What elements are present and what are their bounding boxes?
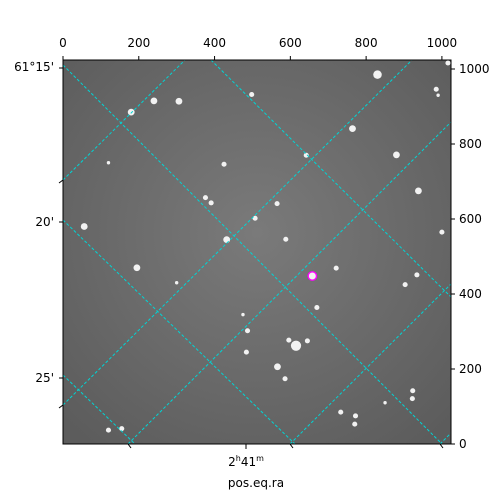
star-4 bbox=[249, 91, 255, 98]
dec-tick-label-1: 61°15' bbox=[14, 60, 54, 74]
star-10 bbox=[80, 223, 88, 230]
star-17 bbox=[202, 195, 209, 201]
star-3 bbox=[175, 97, 183, 105]
world-tick-4 bbox=[58, 404, 64, 409]
star-41 bbox=[383, 401, 387, 405]
grid-line-1 bbox=[63, 60, 413, 406]
marker-layer bbox=[307, 271, 318, 281]
star-43 bbox=[106, 161, 111, 165]
dec-tick-label-3: 25' bbox=[35, 371, 54, 385]
star-21 bbox=[402, 282, 408, 288]
right-tick-label-3: 600 bbox=[459, 212, 482, 226]
star-8 bbox=[303, 152, 309, 158]
star-1 bbox=[127, 108, 135, 116]
star-30 bbox=[338, 409, 344, 415]
right-tick-label-1: 200 bbox=[459, 362, 482, 376]
sky-image-background bbox=[63, 60, 451, 444]
star-22 bbox=[314, 304, 320, 311]
world-tick-3 bbox=[58, 179, 64, 184]
right-tick-label-5: 1000 bbox=[459, 62, 490, 76]
dec-tick-label-2: 20' bbox=[35, 215, 54, 229]
right-tick-label-4: 800 bbox=[459, 137, 482, 151]
star-7 bbox=[415, 187, 422, 195]
right-tick-label-0: 0 bbox=[459, 437, 467, 451]
star-37 bbox=[439, 229, 445, 235]
top-tick-label-5: 1000 bbox=[427, 36, 458, 50]
star-40 bbox=[436, 93, 440, 97]
star-29 bbox=[282, 376, 288, 382]
star-9 bbox=[221, 161, 227, 167]
coordinate-grid bbox=[63, 60, 451, 444]
star-28 bbox=[274, 363, 281, 371]
grid-line-4 bbox=[439, 432, 451, 444]
top-tick-label-4: 800 bbox=[355, 36, 378, 50]
star-32 bbox=[352, 421, 358, 427]
right-tick-label-2: 400 bbox=[459, 287, 482, 301]
star-2 bbox=[150, 97, 158, 105]
star-20 bbox=[414, 272, 420, 278]
star-25 bbox=[290, 340, 302, 351]
star-24 bbox=[286, 337, 292, 343]
star-23 bbox=[304, 338, 310, 344]
star-44 bbox=[174, 281, 179, 285]
target-marker bbox=[307, 271, 318, 281]
star-36 bbox=[105, 427, 112, 433]
star-0 bbox=[373, 70, 382, 79]
grid-line-0 bbox=[63, 60, 186, 181]
grid-line-6 bbox=[210, 60, 451, 298]
star-33 bbox=[410, 388, 416, 394]
star-6 bbox=[393, 151, 400, 159]
world-tick-8 bbox=[439, 443, 444, 449]
grid-line-5 bbox=[63, 64, 443, 444]
x-axis-label: pos.eq.ra bbox=[228, 476, 284, 490]
top-tick-label-0: 0 bbox=[59, 36, 67, 50]
star-13 bbox=[333, 265, 339, 271]
star-39 bbox=[433, 86, 439, 92]
star-42 bbox=[241, 312, 245, 317]
world-tick-6 bbox=[127, 443, 132, 449]
star-31 bbox=[352, 413, 359, 419]
star-38 bbox=[445, 60, 451, 66]
star-12 bbox=[133, 264, 141, 272]
star-field bbox=[80, 60, 451, 433]
star-19 bbox=[274, 201, 280, 207]
grid-line-7 bbox=[63, 219, 296, 444]
grid-line-2 bbox=[127, 121, 451, 444]
star-15 bbox=[283, 236, 289, 242]
top-tick-label-3: 600 bbox=[279, 36, 302, 50]
world-tick-7 bbox=[289, 443, 294, 449]
star-27 bbox=[243, 349, 249, 355]
grid-line-3 bbox=[289, 283, 451, 444]
top-tick-label-2: 400 bbox=[203, 36, 226, 50]
top-tick-label-1: 200 bbox=[127, 36, 150, 50]
star-34 bbox=[409, 396, 415, 402]
ra-tick-label: 2h41m bbox=[228, 454, 264, 469]
axis-ticks: 0 200 400 600 800 1000 0 200 400 600 800 1000 bbox=[58, 36, 490, 451]
grid-line-8 bbox=[63, 374, 136, 444]
star-5 bbox=[349, 125, 356, 133]
star-35 bbox=[119, 426, 125, 432]
star-14 bbox=[308, 271, 317, 281]
star-11 bbox=[223, 236, 231, 244]
axes-frame bbox=[62, 59, 452, 445]
star-26 bbox=[244, 328, 251, 334]
star-18 bbox=[208, 200, 214, 206]
